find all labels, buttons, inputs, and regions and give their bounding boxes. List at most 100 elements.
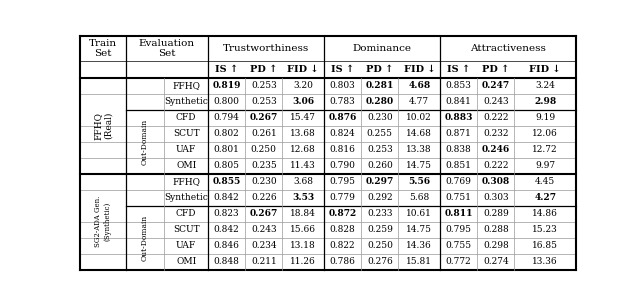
Text: 0.303: 0.303 [483,193,509,202]
Text: 11.43: 11.43 [291,161,316,170]
Text: 0.232: 0.232 [483,129,509,138]
Text: 15.66: 15.66 [290,225,316,234]
Text: IS ↑: IS ↑ [331,65,354,74]
Text: 0.828: 0.828 [330,225,355,234]
Text: 0.222: 0.222 [483,161,509,170]
Text: 0.234: 0.234 [251,241,276,250]
Text: IS ↑: IS ↑ [447,65,470,74]
Text: 12.06: 12.06 [532,129,558,138]
Text: FID ↓: FID ↓ [403,65,435,74]
Text: 0.250: 0.250 [367,241,393,250]
Text: Evaluation
Set: Evaluation Set [139,39,195,58]
Text: 0.816: 0.816 [330,145,356,154]
Text: 12.68: 12.68 [291,145,316,154]
Text: 0.276: 0.276 [367,257,393,266]
Text: 0.233: 0.233 [367,209,392,218]
Text: 0.801: 0.801 [214,145,239,154]
Text: 0.851: 0.851 [445,161,472,170]
Text: 0.230: 0.230 [367,113,393,122]
Text: 0.226: 0.226 [251,193,276,202]
Text: 4.45: 4.45 [535,177,556,186]
Text: 0.274: 0.274 [483,257,509,266]
Text: 0.288: 0.288 [483,225,509,234]
Text: FFHQ: FFHQ [172,81,200,90]
Text: 0.883: 0.883 [444,113,473,122]
Text: 0.803: 0.803 [330,81,355,90]
Text: 0.795: 0.795 [445,225,472,234]
Text: Out-Domain: Out-Domain [141,215,149,261]
Text: 0.230: 0.230 [251,177,276,186]
Text: 9.97: 9.97 [535,161,556,170]
Text: 13.18: 13.18 [291,241,316,250]
Text: 10.02: 10.02 [406,113,432,122]
Text: PD ↑: PD ↑ [250,65,277,74]
Text: 4.77: 4.77 [409,97,429,106]
Text: 4.68: 4.68 [408,81,430,90]
Text: 12.72: 12.72 [532,145,558,154]
Text: 0.253: 0.253 [251,81,276,90]
Text: 0.298: 0.298 [483,241,509,250]
Text: Synthetic: Synthetic [164,97,208,106]
Text: 3.20: 3.20 [293,81,313,90]
Text: SCUT: SCUT [173,225,200,234]
Text: 0.786: 0.786 [330,257,356,266]
Text: 0.289: 0.289 [483,209,509,218]
Text: 0.811: 0.811 [444,209,473,218]
Text: 5.56: 5.56 [408,177,430,186]
Text: 0.260: 0.260 [367,161,393,170]
Text: Dominance: Dominance [353,44,412,53]
Text: FID ↓: FID ↓ [529,65,561,74]
Text: 0.783: 0.783 [330,97,355,106]
Text: Attractiveness: Attractiveness [470,44,546,53]
Text: 0.805: 0.805 [214,161,239,170]
Text: Out-Domain: Out-Domain [141,118,149,165]
Text: 11.26: 11.26 [291,257,316,266]
Text: 0.259: 0.259 [367,225,393,234]
Text: 13.68: 13.68 [291,129,316,138]
Text: SG2-ADA Gen.
(Synthetic): SG2-ADA Gen. (Synthetic) [94,196,111,247]
Text: 0.267: 0.267 [250,113,278,122]
Text: 0.308: 0.308 [482,177,510,186]
Text: 0.280: 0.280 [366,97,394,106]
Text: 0.794: 0.794 [214,113,239,122]
Text: IS ↑: IS ↑ [215,65,238,74]
Text: 0.876: 0.876 [328,113,357,122]
Text: 13.38: 13.38 [406,145,432,154]
Text: UAF: UAF [176,145,196,154]
Text: Trustworthiness: Trustworthiness [223,44,309,53]
Text: 15.81: 15.81 [406,257,432,266]
Text: 16.85: 16.85 [532,241,558,250]
Text: 0.795: 0.795 [330,177,356,186]
Text: Train
Set: Train Set [89,39,117,58]
Text: 0.255: 0.255 [367,129,393,138]
Text: 0.281: 0.281 [365,81,394,90]
Text: 0.772: 0.772 [446,257,472,266]
Text: 0.841: 0.841 [445,97,472,106]
Text: 15.47: 15.47 [290,113,316,122]
Text: 0.802: 0.802 [214,129,239,138]
Text: 0.846: 0.846 [214,241,239,250]
Text: 0.842: 0.842 [214,225,239,234]
Text: 0.297: 0.297 [365,177,394,186]
Text: 14.75: 14.75 [406,225,432,234]
Text: 9.19: 9.19 [535,113,556,122]
Text: 15.23: 15.23 [532,225,558,234]
Text: 5.68: 5.68 [409,193,429,202]
Text: 0.222: 0.222 [483,113,509,122]
Text: 0.823: 0.823 [214,209,239,218]
Text: 0.253: 0.253 [251,97,276,106]
Text: 2.98: 2.98 [534,97,556,106]
Text: 18.84: 18.84 [291,209,316,218]
Text: CFD: CFD [176,209,196,218]
Text: 4.27: 4.27 [534,193,556,202]
Text: CFD: CFD [176,113,196,122]
Text: SCUT: SCUT [173,129,200,138]
Text: 0.853: 0.853 [445,81,472,90]
Text: 0.292: 0.292 [367,193,393,202]
Text: Synthetic: Synthetic [164,193,208,202]
Text: 0.824: 0.824 [330,129,355,138]
Text: 13.36: 13.36 [532,257,558,266]
Text: 0.855: 0.855 [212,177,241,186]
Text: 0.250: 0.250 [251,145,276,154]
Text: 3.53: 3.53 [292,193,314,202]
